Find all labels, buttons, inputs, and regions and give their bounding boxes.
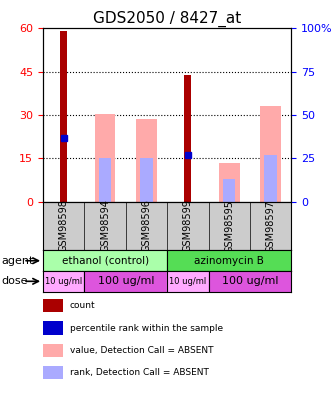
Bar bbox=[95, 113, 116, 202]
Text: GSM98596: GSM98596 bbox=[141, 200, 152, 252]
Text: agent: agent bbox=[2, 256, 34, 266]
Bar bbox=[167, 250, 291, 271]
Bar bbox=[140, 158, 153, 202]
Bar bbox=[43, 250, 167, 271]
Text: GSM98594: GSM98594 bbox=[100, 200, 110, 252]
Text: GSM98598: GSM98598 bbox=[59, 200, 69, 252]
Bar bbox=[184, 75, 191, 202]
Text: 100 ug/ml: 100 ug/ml bbox=[222, 276, 278, 286]
Text: 100 ug/ml: 100 ug/ml bbox=[98, 276, 154, 286]
Bar bbox=[99, 158, 111, 202]
Bar bbox=[219, 163, 240, 202]
Text: value, Detection Call = ABSENT: value, Detection Call = ABSENT bbox=[70, 346, 213, 355]
Bar bbox=[209, 271, 291, 292]
Text: 10 ug/ml: 10 ug/ml bbox=[45, 277, 82, 286]
Text: rank, Detection Call = ABSENT: rank, Detection Call = ABSENT bbox=[70, 368, 209, 377]
Bar bbox=[167, 271, 209, 292]
Text: dose: dose bbox=[2, 276, 28, 286]
Bar bbox=[223, 179, 235, 202]
Bar bbox=[136, 119, 157, 202]
Bar bbox=[260, 107, 281, 202]
Title: GDS2050 / 8427_at: GDS2050 / 8427_at bbox=[93, 11, 241, 27]
Text: azinomycin B: azinomycin B bbox=[194, 256, 264, 266]
Bar bbox=[84, 271, 167, 292]
Text: count: count bbox=[70, 301, 95, 310]
Text: GSM98595: GSM98595 bbox=[224, 200, 234, 253]
Text: percentile rank within the sample: percentile rank within the sample bbox=[70, 324, 223, 333]
Bar bbox=[60, 31, 67, 202]
Text: 10 ug/ml: 10 ug/ml bbox=[169, 277, 207, 286]
Text: ethanol (control): ethanol (control) bbox=[62, 256, 149, 266]
Text: GSM98599: GSM98599 bbox=[183, 200, 193, 252]
Text: GSM98597: GSM98597 bbox=[265, 200, 276, 253]
Bar bbox=[43, 271, 84, 292]
Bar bbox=[264, 156, 277, 202]
